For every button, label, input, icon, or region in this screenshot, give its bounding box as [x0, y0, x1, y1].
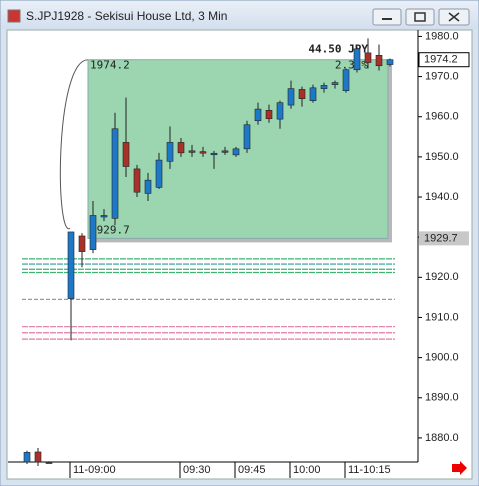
- candle-body: [243, 124, 251, 150]
- candle-body: [144, 179, 152, 194]
- y-tick-label: 1980.0: [425, 30, 459, 42]
- candle-body: [23, 452, 31, 463]
- candle-body: [89, 215, 97, 250]
- maximize-icon: [414, 12, 426, 22]
- app-icon: [7, 9, 21, 23]
- y-tick-label: 1940.0: [425, 191, 459, 203]
- candle-body: [111, 128, 119, 219]
- x-tick-label: 11-09:00: [73, 464, 116, 476]
- candle-body: [298, 89, 306, 99]
- price-marker-label: 1929.7: [424, 232, 458, 244]
- measure-top-label: 1974.2: [90, 59, 130, 72]
- x-tick-label: 11-10:15: [348, 464, 391, 476]
- plot-area: 1880.01890.01900.01910.01920.01930.01940…: [22, 30, 470, 478]
- candle-body: [232, 148, 240, 156]
- candle-body: [177, 142, 185, 154]
- candle-body: [309, 87, 317, 101]
- measure-bottom-label: 1929.7: [90, 223, 130, 236]
- y-tick-label: 1970.0: [425, 70, 459, 82]
- window-buttons[interactable]: [372, 8, 470, 26]
- price-marker-box: [418, 52, 470, 68]
- candle-body: [386, 59, 394, 65]
- price-marker-label: 1974.2: [424, 54, 458, 66]
- candle-body: [67, 231, 75, 299]
- candle-body: [122, 142, 130, 167]
- candle-body: [78, 235, 86, 252]
- candle-body: [155, 159, 163, 188]
- close-icon: [448, 12, 460, 22]
- candle-body: [364, 52, 372, 63]
- candle-body: [199, 151, 207, 154]
- candle-body: [45, 461, 53, 464]
- y-tick-label: 1900.0: [425, 352, 459, 364]
- y-tick-label: 1960.0: [425, 111, 459, 123]
- measure-bracket: [59, 59, 89, 229]
- y-tick-label: 1890.0: [425, 392, 459, 404]
- price-marker-box: [419, 231, 469, 246]
- candle-body: [254, 108, 262, 122]
- measure-percent: 2.31%: [335, 59, 368, 72]
- candle-body: [210, 152, 218, 156]
- candle-body: [221, 150, 229, 153]
- scroll-arrow[interactable]: [452, 461, 467, 475]
- y-tick-label: 1880.0: [425, 432, 459, 444]
- y-tick-label: 1920.0: [425, 271, 459, 283]
- window-title: S.JPJ1928 - Sekisui House Ltd, 3 Min: [26, 9, 227, 23]
- candle-body: [287, 88, 295, 106]
- minimize-button[interactable]: [372, 8, 402, 26]
- candle-body: [353, 48, 361, 71]
- candle-body: [265, 109, 273, 120]
- candle-body: [342, 69, 350, 91]
- candle-body: [34, 451, 42, 463]
- x-tick-label: 09:30: [183, 464, 211, 476]
- candle-body: [276, 102, 284, 120]
- candle-body: [331, 82, 339, 85]
- candle-body: [320, 85, 328, 89]
- candle-body: [188, 150, 196, 153]
- candle-body: [166, 142, 174, 162]
- y-tick-label: 1950.0: [425, 151, 459, 163]
- measure-change: 44.50 JPY: [308, 43, 368, 56]
- maximize-button[interactable]: [405, 8, 435, 26]
- candle-body: [133, 168, 141, 193]
- x-tick-label: 09:45: [238, 464, 266, 476]
- minimize-icon: [382, 18, 392, 20]
- y-tick-label: 1910.0: [425, 311, 459, 323]
- candle-body: [375, 54, 383, 67]
- candle-body: [100, 215, 108, 218]
- x-tick-label: 10:00: [293, 464, 321, 476]
